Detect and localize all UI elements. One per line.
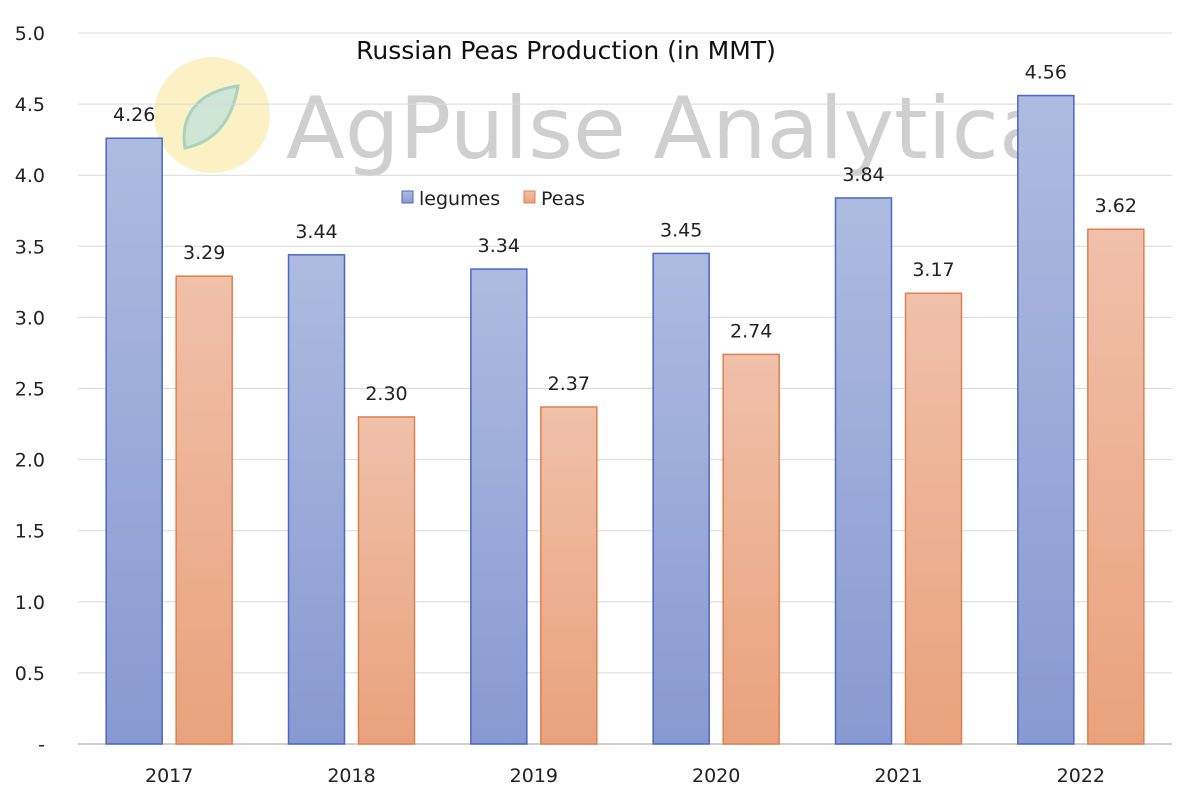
grid	[78, 32, 1172, 745]
data-label-peas-2017: 3.29	[183, 242, 225, 264]
y-tick-label: 1.0	[15, 592, 45, 614]
data-labels: 4.26 3.29 3.44 2.30 3.34 2.37 3.45 2.74 3.84 3.17…	[113, 62, 1137, 405]
y-tick-label: -	[38, 734, 45, 756]
data-label-peas-2021: 3.17	[912, 259, 954, 281]
bar-peas-2021	[904, 292, 963, 745]
y-tick-label: 4.5	[15, 94, 45, 116]
x-tick-label: 2017	[145, 765, 193, 787]
bar-legumes-2020	[652, 252, 710, 745]
bar-legumes-2021	[834, 197, 893, 745]
bar-peas-2018	[357, 416, 416, 745]
watermark: AgPulse Analytica	[154, 57, 1052, 179]
bar-legumes-2018	[287, 254, 346, 745]
y-tick-label: 2.5	[15, 379, 45, 401]
legend-swatch-peas	[523, 190, 536, 204]
x-tick-label: 2018	[327, 765, 375, 787]
data-label-legumes-2021: 3.84	[842, 164, 884, 186]
bar-peas-2017	[175, 275, 233, 745]
y-tick-label: 3.0	[15, 307, 45, 329]
bar-peas-2022	[1087, 228, 1145, 745]
bar-legumes-2019	[470, 268, 528, 745]
x-tick-label: 2019	[510, 765, 558, 787]
bar-peas-2019	[540, 406, 598, 745]
y-tick-label: 4.0	[15, 165, 45, 187]
data-label-legumes-2018: 3.44	[295, 221, 337, 243]
y-tick-label: 2.0	[15, 450, 45, 472]
data-label-legumes-2019: 3.34	[478, 235, 520, 257]
data-label-peas-2022: 3.62	[1095, 195, 1137, 217]
bar-legumes-2017	[105, 137, 163, 745]
x-tick-label: 2020	[692, 765, 740, 787]
data-label-legumes-2017: 4.26	[113, 104, 155, 126]
data-label-peas-2019: 2.37	[548, 373, 590, 395]
y-axis-ticks: - 0.5 1.0 1.5 2.0 2.5 3.0 3.5 4.0 4.5 5.0	[15, 23, 45, 756]
y-tick-label: 1.5	[15, 521, 45, 543]
bar-peas-2020	[722, 353, 780, 745]
legend: legumes Peas	[401, 188, 585, 210]
chart-title: Russian Peas Production (in MMT)	[356, 36, 776, 65]
x-tick-label: 2022	[1057, 765, 1105, 787]
legend-label-legumes: legumes	[419, 188, 500, 210]
legend-label-peas: Peas	[541, 188, 585, 210]
x-tick-label: 2021	[874, 765, 922, 787]
bars	[105, 94, 1145, 745]
bar-legumes-2022	[1017, 94, 1075, 745]
x-axis-labels: 2017 2018 2019 2020 2021 2022	[145, 765, 1105, 787]
watermark-text: AgPulse Analytica	[286, 79, 1052, 179]
y-tick-label: 3.5	[15, 236, 45, 258]
y-tick-label: 0.5	[15, 663, 45, 685]
legend-swatch-legumes	[401, 190, 414, 204]
watermark-leaf-icon	[182, 84, 240, 150]
data-label-peas-2020: 2.74	[730, 320, 772, 342]
data-label-legumes-2022: 4.56	[1025, 62, 1067, 84]
y-tick-label: 5.0	[15, 23, 45, 45]
data-label-peas-2018: 2.30	[365, 383, 407, 405]
data-label-legumes-2020: 3.45	[660, 219, 702, 241]
